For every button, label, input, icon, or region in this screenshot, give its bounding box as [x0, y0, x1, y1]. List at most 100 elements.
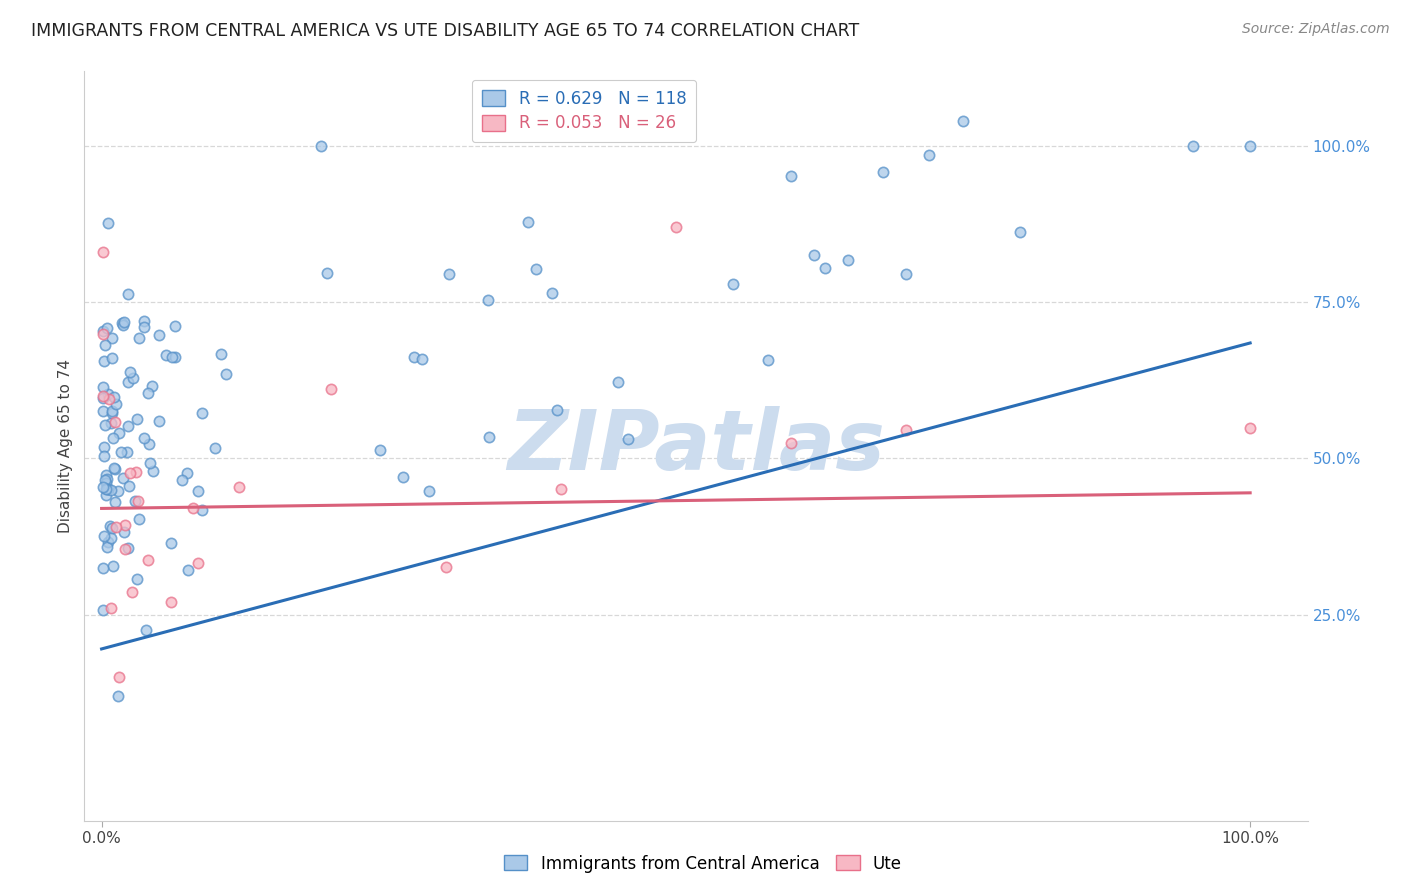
Point [138, 436, 160, 450]
Point [894, 423, 917, 437]
Point [111, 471, 134, 485]
Point [779, 169, 801, 183]
Point [917, 148, 939, 162]
Point [96, 488, 118, 502]
Point [477, 430, 499, 444]
Point [93, 473, 115, 487]
Point [541, 285, 564, 300]
Point [125, 572, 148, 586]
Point [617, 432, 640, 446]
Point [125, 411, 148, 425]
Point [128, 512, 150, 526]
Point [101, 431, 124, 445]
Point [96, 540, 118, 554]
Point [183, 501, 205, 516]
Point [392, 469, 415, 483]
Point [93, 441, 115, 455]
Point [368, 443, 391, 458]
Point [91, 380, 114, 394]
Point [98, 519, 121, 533]
Point [112, 315, 135, 329]
Point [91, 603, 114, 617]
Point [97, 534, 120, 549]
Point [104, 462, 127, 476]
Point [114, 517, 136, 532]
Point [93, 354, 115, 368]
Point [141, 379, 163, 393]
Point [165, 319, 187, 334]
Point [418, 484, 440, 499]
Point [437, 267, 460, 281]
Point [321, 382, 343, 396]
Y-axis label: Disability Age 65 to 74: Disability Age 65 to 74 [58, 359, 73, 533]
Point [134, 431, 156, 445]
Point [404, 350, 426, 364]
Point [155, 348, 177, 362]
Point [127, 494, 149, 508]
Point [837, 253, 859, 268]
Point [91, 404, 114, 418]
Point [172, 473, 194, 487]
Text: IMMIGRANTS FROM CENTRAL AMERICA VS UTE DISABILITY AGE 65 TO 74 CORRELATION CHART: IMMIGRANTS FROM CENTRAL AMERICA VS UTE D… [31, 22, 859, 40]
Point [107, 689, 129, 703]
Point [101, 403, 124, 417]
Point [91, 389, 114, 403]
Point [148, 414, 170, 428]
Point [107, 484, 129, 499]
Point [1010, 225, 1032, 239]
Text: ZIPatlas: ZIPatlas [508, 406, 884, 486]
Point [97, 216, 120, 230]
Point [1239, 139, 1261, 153]
Point [91, 245, 114, 260]
Point [101, 351, 124, 366]
Legend: R = 0.629   N = 118, R = 0.053   N = 26: R = 0.629 N = 118, R = 0.053 N = 26 [472, 79, 696, 143]
Point [94, 482, 117, 496]
Point [103, 461, 125, 475]
Point [111, 318, 134, 332]
Point [135, 623, 157, 637]
Point [104, 397, 127, 411]
Point [516, 215, 538, 229]
Point [524, 261, 547, 276]
Point [779, 436, 801, 450]
Point [163, 350, 186, 364]
Point [101, 559, 124, 574]
Point [117, 375, 139, 389]
Point [159, 594, 181, 608]
Point [108, 425, 131, 440]
Point [803, 248, 825, 262]
Point [121, 371, 143, 385]
Point [160, 350, 183, 364]
Point [91, 391, 114, 405]
Point [97, 386, 120, 401]
Point [132, 319, 155, 334]
Point [187, 556, 209, 570]
Point [215, 368, 238, 382]
Point [104, 495, 127, 509]
Point [118, 466, 141, 480]
Point [756, 352, 779, 367]
Point [191, 406, 214, 420]
Point [209, 346, 232, 360]
Point [125, 465, 148, 479]
Point [117, 419, 139, 434]
Point [316, 266, 339, 280]
Legend: Immigrants from Central America, Ute: Immigrants from Central America, Ute [498, 848, 908, 880]
Point [142, 464, 165, 478]
Point [894, 268, 917, 282]
Point [93, 529, 115, 543]
Point [100, 406, 122, 420]
Point [124, 493, 146, 508]
Point [159, 536, 181, 550]
Point [1181, 139, 1204, 153]
Point [97, 482, 120, 496]
Point [101, 521, 124, 535]
Point [111, 316, 134, 330]
Point [117, 541, 139, 555]
Point [128, 331, 150, 345]
Point [814, 260, 837, 275]
Point [100, 416, 122, 430]
Point [952, 114, 974, 128]
Point [112, 524, 135, 539]
Point [96, 468, 118, 483]
